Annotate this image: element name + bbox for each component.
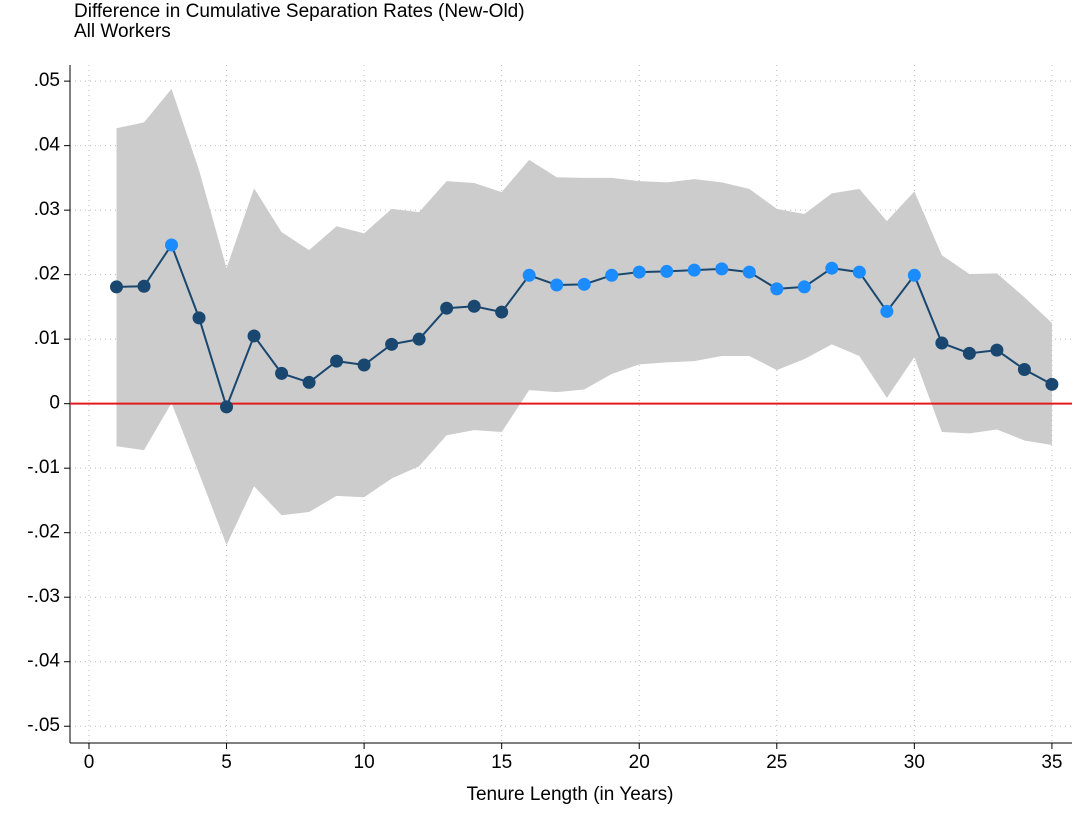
x-tick-label: 10 (354, 752, 375, 773)
y-tick-label: -.01 (27, 457, 60, 478)
x-tick-label: 5 (221, 752, 232, 773)
data-point (220, 400, 234, 414)
x-tick-label: 35 (1041, 752, 1062, 773)
y-tick-label: -.03 (27, 586, 60, 607)
confidence-band (116, 88, 1052, 545)
x-axis-label: Tenure Length (in Years) (466, 784, 673, 805)
y-tick-label: -.05 (27, 715, 60, 736)
data-point (247, 329, 261, 343)
data-point (660, 264, 674, 278)
chart-title: Difference in Cumulative Separation Rate… (74, 1, 525, 22)
data-point (935, 336, 949, 350)
y-tick-label: -.04 (27, 651, 60, 672)
data-point (412, 332, 426, 346)
data-point (852, 265, 866, 279)
data-point (1017, 362, 1031, 376)
data-point (137, 279, 151, 293)
data-point (522, 268, 536, 282)
data-point (797, 280, 811, 294)
chart-subtitle: All Workers (74, 21, 171, 42)
y-tick-label: 0 (49, 393, 60, 414)
data-point (357, 358, 371, 372)
data-point (577, 277, 591, 291)
data-point (605, 268, 619, 282)
x-tick-label: 15 (491, 752, 512, 773)
x-tick-label: 0 (84, 752, 95, 773)
data-point (825, 261, 839, 275)
data-point (962, 346, 976, 360)
data-point (192, 311, 206, 325)
x-tick-label: 20 (629, 752, 650, 773)
data-point (302, 375, 316, 389)
data-point (880, 304, 894, 318)
y-tick-label: -.02 (27, 522, 60, 543)
data-point (1045, 377, 1059, 391)
data-point (385, 337, 399, 351)
data-point (715, 262, 729, 276)
y-tick-label: .04 (34, 135, 61, 156)
data-point (109, 280, 123, 294)
y-tick-label: .05 (34, 70, 60, 91)
data-point (632, 265, 646, 279)
y-tick-label: .01 (34, 328, 60, 349)
data-point (770, 282, 784, 296)
y-tick-label: .02 (34, 264, 60, 285)
data-point (990, 343, 1004, 357)
data-point (165, 238, 179, 252)
data-point (687, 263, 701, 277)
data-point (275, 366, 289, 380)
data-point (742, 265, 756, 279)
x-tick-label: 25 (766, 752, 787, 773)
data-point (440, 301, 454, 315)
data-point (467, 299, 481, 313)
data-point (550, 278, 564, 292)
data-point (495, 305, 509, 319)
data-point (907, 268, 921, 282)
x-tick-label: 30 (904, 752, 925, 773)
y-tick-label: .03 (34, 199, 60, 220)
data-point (330, 354, 344, 368)
